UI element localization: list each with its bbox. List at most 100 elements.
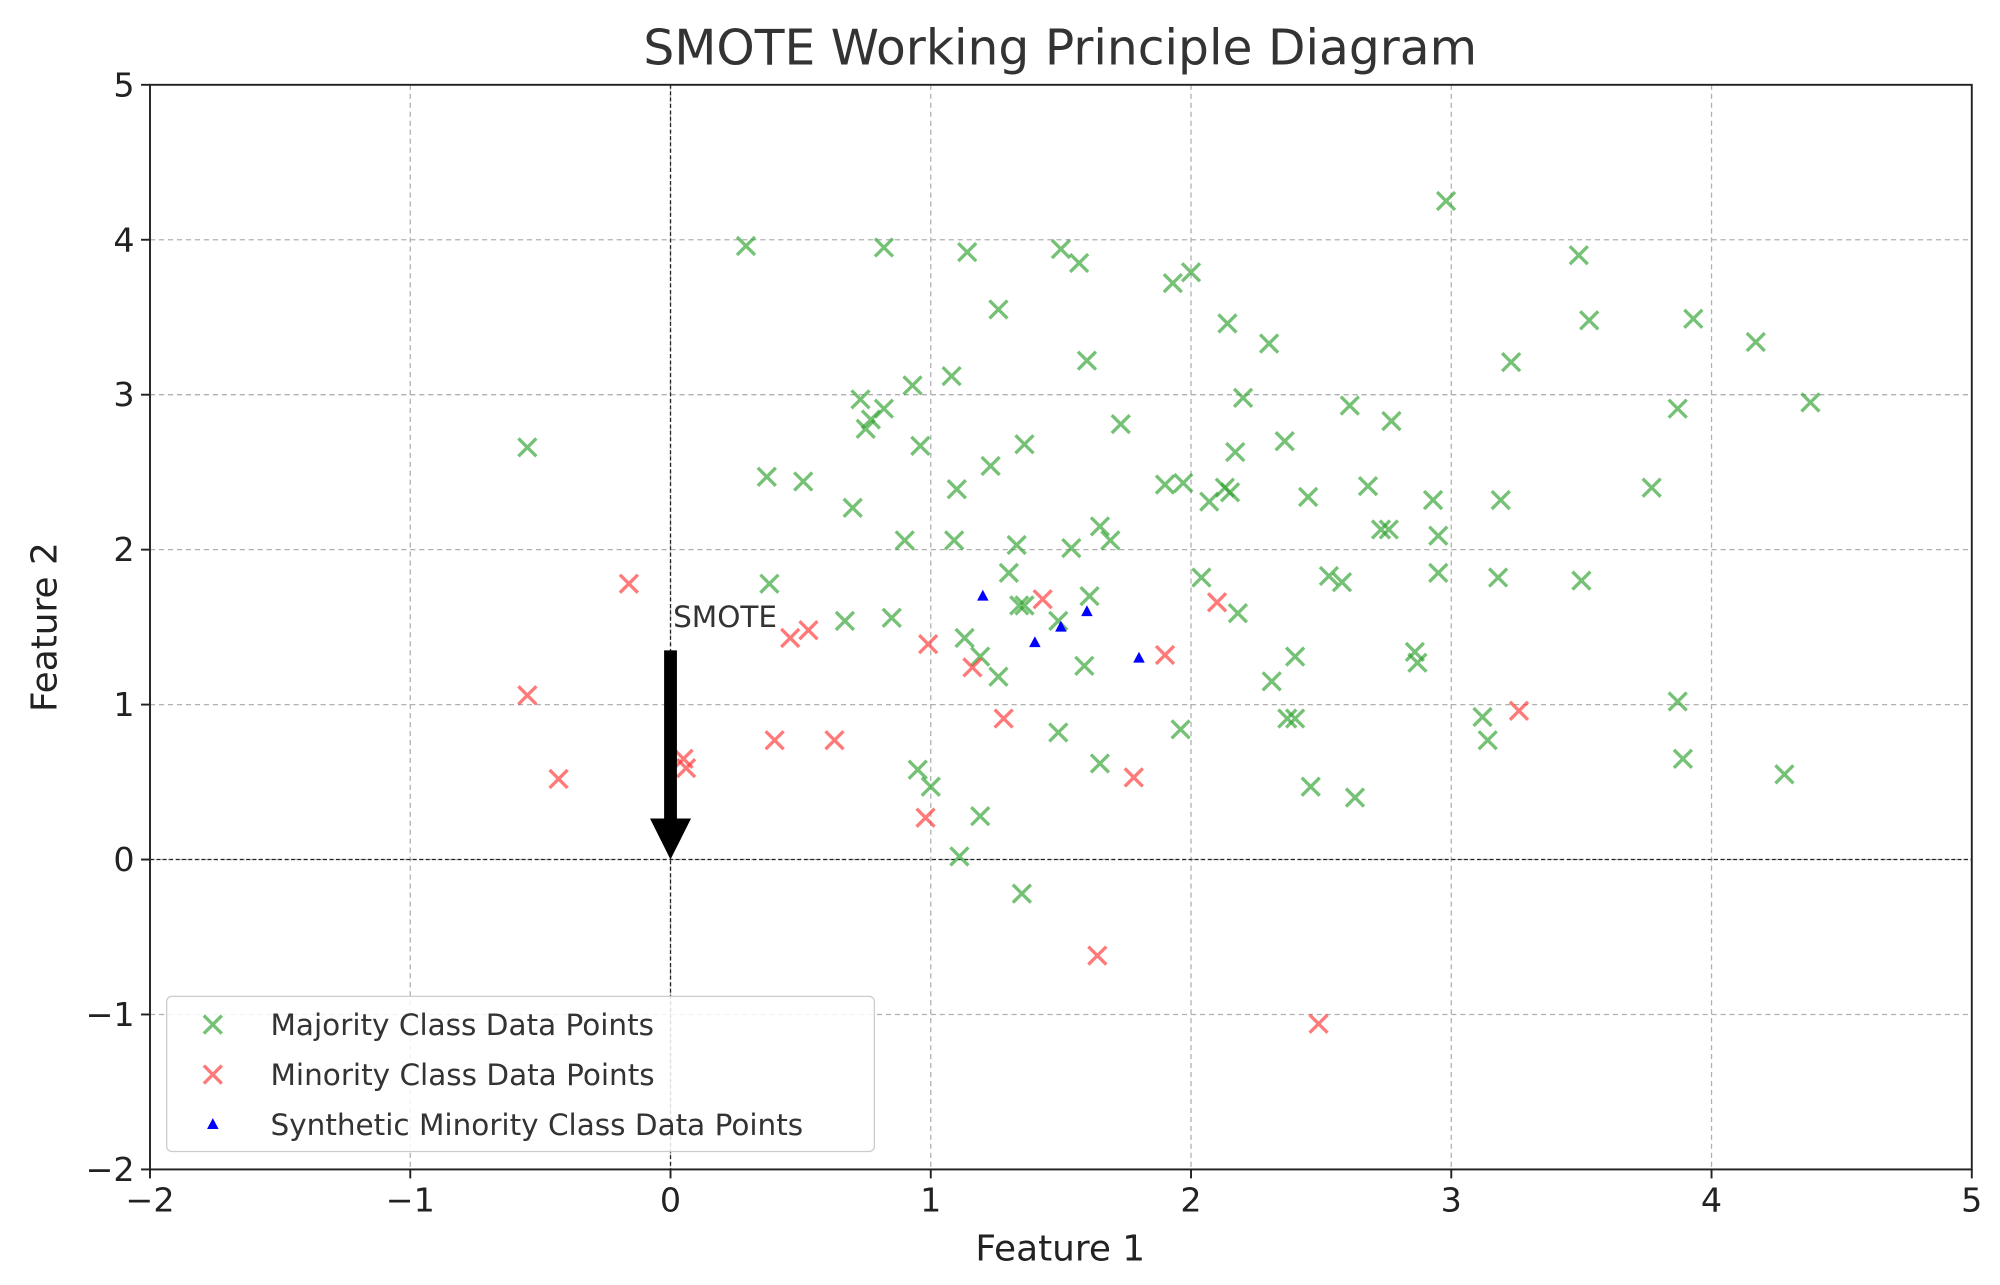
- x-stroke: [941, 365, 962, 387]
- data-point-x: [1344, 787, 1366, 808]
- legend-label: Synthetic Minority Class Data Points: [271, 1108, 804, 1142]
- data-point-x: [1568, 245, 1589, 266]
- y-tick-label: 2: [113, 530, 134, 569]
- x-stroke: [1428, 562, 1449, 584]
- x-stroke: [1219, 482, 1241, 503]
- data-point-x: [1297, 486, 1319, 508]
- x-stroke: [993, 708, 1014, 729]
- x-stroke: [970, 805, 991, 827]
- x-stroke: [907, 759, 928, 780]
- x-stroke: [1774, 764, 1795, 785]
- x-stroke: [1477, 730, 1498, 751]
- x-stroke: [673, 748, 694, 769]
- legend: Majority Class Data Points Minority Class…: [166, 995, 875, 1153]
- x-stroke: [1568, 245, 1589, 266]
- x-stroke: [764, 730, 785, 751]
- data-point-x: [915, 807, 936, 828]
- smote-annotation: SMOTE: [650, 600, 777, 860]
- data-point-x: [954, 627, 975, 649]
- data-point-x: [1683, 308, 1704, 329]
- x-stroke: [918, 634, 939, 655]
- y-tick-label: 0: [113, 840, 134, 879]
- data-point-x: [1284, 708, 1306, 729]
- data-point-x: [1579, 310, 1600, 331]
- y-tick-label: 1: [113, 685, 134, 724]
- data-point-x: [850, 389, 871, 410]
- x-stroke: [980, 455, 1001, 477]
- data-point-x: [1219, 482, 1241, 503]
- series-1: [517, 573, 1530, 1034]
- x-stroke: [1381, 410, 1402, 432]
- legend-label: Minority Class Data Points: [271, 1058, 655, 1092]
- x-stroke: [998, 562, 1019, 584]
- data-point-x: [759, 573, 780, 594]
- x-stroke: [1344, 787, 1366, 808]
- data-point-x: [881, 607, 902, 628]
- data-point-x: [1074, 655, 1095, 677]
- x-stroke: [1006, 534, 1027, 556]
- data-point-x: [1277, 708, 1298, 729]
- data-point-x: [1261, 671, 1282, 692]
- data-point-triangle: [1055, 620, 1067, 632]
- arrow-shaft: [664, 650, 677, 822]
- x-stroke: [1225, 441, 1246, 463]
- data-point-x: [517, 685, 538, 706]
- data-point-x: [1232, 387, 1254, 408]
- data-point-x: [910, 435, 931, 456]
- data-point-x: [675, 757, 697, 779]
- x-stroke: [1284, 708, 1306, 729]
- data-point-x: [1087, 945, 1108, 966]
- data-point-x: [902, 375, 923, 396]
- x-stroke: [894, 530, 915, 551]
- x-stroke: [1074, 655, 1095, 677]
- data-point-x: [1378, 519, 1399, 540]
- x-stroke: [1370, 519, 1392, 540]
- data-point-x: [1641, 477, 1662, 498]
- data-point-x: [1428, 562, 1449, 584]
- x-stroke: [1232, 387, 1254, 408]
- x-stroke: [1050, 238, 1072, 260]
- x-stroke: [1011, 883, 1033, 904]
- data-point-x: [1422, 489, 1444, 511]
- x-tick-label: 3: [1441, 1181, 1462, 1220]
- chart-title: SMOTE Working Principle Diagram: [643, 20, 1477, 76]
- data-point-x: [1435, 190, 1457, 212]
- data-point-x: [1308, 1013, 1329, 1034]
- x-stroke: [949, 846, 970, 867]
- x-stroke: [850, 389, 871, 410]
- legend-marker: [202, 1014, 223, 1035]
- data-point-x: [780, 627, 801, 649]
- x-stroke: [1683, 308, 1704, 329]
- x-stroke: [920, 776, 941, 797]
- data-point-x: [949, 846, 970, 867]
- data-point-x: [970, 646, 991, 667]
- data-point-x: [1180, 262, 1202, 283]
- data-point-x: [1370, 519, 1392, 540]
- data-point-x: [1014, 595, 1035, 616]
- data-point-x: [764, 730, 785, 751]
- x-stroke: [1579, 310, 1600, 331]
- data-point-x: [1006, 534, 1027, 556]
- data-point-x: [1076, 350, 1098, 371]
- data-point-x: [1472, 706, 1493, 728]
- x-stroke: [1110, 413, 1131, 435]
- x-stroke: [1297, 486, 1319, 508]
- data-point-x: [1206, 592, 1228, 613]
- x-stroke: [1422, 489, 1444, 511]
- data-point-x: [970, 805, 991, 827]
- y-tick-label: 4: [113, 220, 134, 259]
- x-stroke: [1435, 190, 1457, 212]
- data-point-x: [1500, 352, 1522, 373]
- x-stroke: [1508, 700, 1530, 721]
- data-point-x: [980, 455, 1001, 477]
- x-stroke: [860, 409, 882, 430]
- x-stroke: [1472, 706, 1493, 728]
- x-stroke: [675, 757, 697, 779]
- data-point-x: [944, 530, 965, 551]
- x-stroke: [517, 437, 538, 458]
- x-stroke: [834, 610, 856, 632]
- data-point-x: [988, 299, 1009, 320]
- y-tick-label: −1: [85, 995, 134, 1034]
- data-point-x: [873, 237, 895, 258]
- data-point-x: [756, 466, 777, 487]
